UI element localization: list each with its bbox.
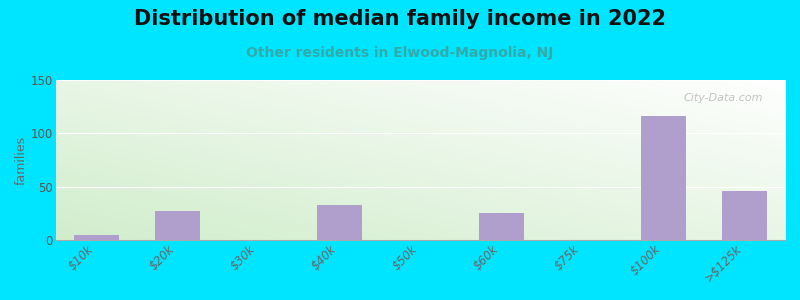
Bar bbox=[317, 205, 362, 240]
Text: Other residents in Elwood-Magnolia, NJ: Other residents in Elwood-Magnolia, NJ bbox=[246, 46, 554, 61]
Text: Distribution of median family income in 2022: Distribution of median family income in … bbox=[134, 9, 666, 29]
Bar bbox=[722, 191, 766, 240]
Bar bbox=[155, 211, 200, 240]
Bar bbox=[74, 235, 118, 240]
Y-axis label: families: families bbox=[15, 136, 28, 184]
Bar bbox=[479, 213, 524, 240]
Bar bbox=[641, 116, 686, 240]
Text: City-Data.com: City-Data.com bbox=[684, 93, 763, 103]
